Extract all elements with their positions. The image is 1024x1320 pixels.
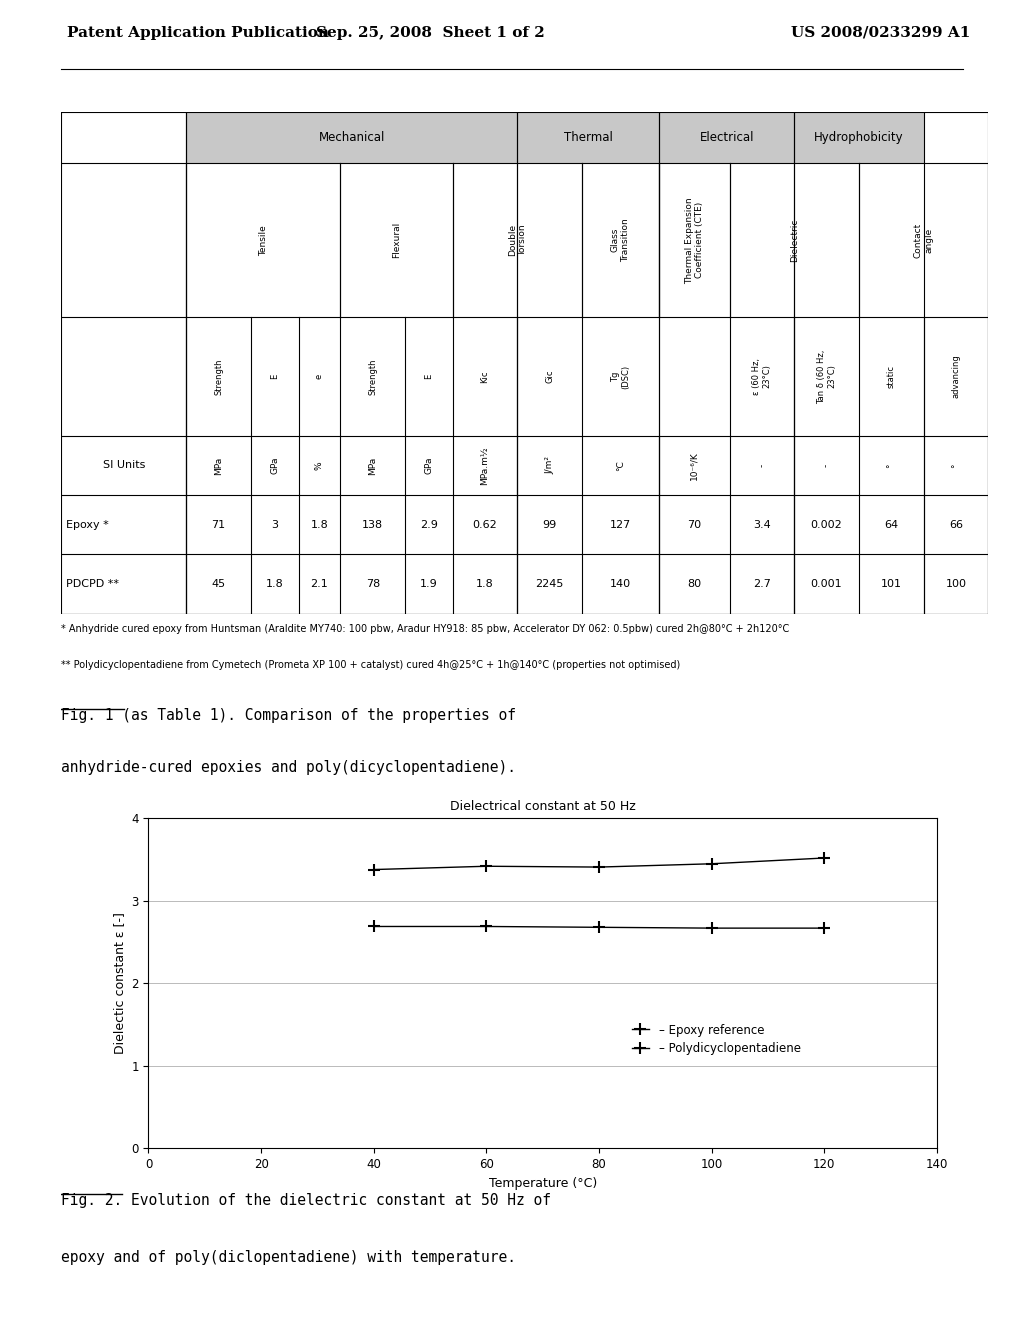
Text: PDCPD **: PDCPD ** [67, 579, 119, 589]
Text: Mechanical: Mechanical [318, 131, 385, 144]
Text: Tan δ (60 Hz,
23°C): Tan δ (60 Hz, 23°C) [817, 350, 837, 404]
Text: Contact
angle: Contact angle [913, 223, 933, 257]
Text: Gic: Gic [545, 370, 554, 383]
Legend: – Epoxy reference, – Polydicyclopentadiene: – Epoxy reference, – Polydicyclopentadie… [627, 1019, 806, 1060]
Text: e: e [315, 374, 324, 379]
Text: anhydride-cured epoxies and poly(dicyclopentadiene).: anhydride-cured epoxies and poly(dicyclo… [61, 760, 516, 775]
Text: GPa: GPa [270, 457, 280, 474]
Text: E: E [270, 374, 280, 379]
Text: US 2008/0233299 A1: US 2008/0233299 A1 [791, 25, 971, 40]
Text: 0.002: 0.002 [811, 520, 843, 529]
Text: °: ° [887, 463, 896, 467]
Text: advancing: advancing [951, 355, 961, 399]
Text: %: % [315, 461, 324, 470]
Text: Kic: Kic [480, 370, 489, 383]
– Polydicyclopentadiene [480, 919, 493, 935]
Title: Dielectrical constant at 50 Hz: Dielectrical constant at 50 Hz [450, 800, 636, 813]
Text: MPa: MPa [214, 457, 223, 475]
Text: * Anhydride cured epoxy from Huntsman (Araldite MY740: 100 pbw, Aradur HY918: 85: * Anhydride cured epoxy from Huntsman (A… [61, 623, 790, 634]
Text: 80: 80 [687, 579, 701, 589]
– Polydicyclopentadiene [368, 919, 380, 935]
Text: 100: 100 [945, 579, 967, 589]
– Epoxy reference [480, 858, 493, 874]
Text: 3.4: 3.4 [753, 520, 771, 529]
Text: 10⁻⁶/K: 10⁻⁶/K [690, 451, 698, 480]
Text: 64: 64 [884, 520, 898, 529]
Text: Tensile: Tensile [259, 224, 268, 256]
Line: – Epoxy reference: – Epoxy reference [369, 853, 829, 875]
– Epoxy reference [818, 850, 830, 866]
Bar [517, 112, 659, 164]
Text: 0.62: 0.62 [473, 520, 498, 529]
Text: epoxy and of poly(diclopentadiene) with temperature.: epoxy and of poly(diclopentadiene) with … [61, 1250, 516, 1266]
Text: Thermal Expansion
Coefficient (CTE): Thermal Expansion Coefficient (CTE) [685, 197, 705, 284]
Text: Hydrophobicity: Hydrophobicity [814, 131, 903, 144]
Text: E: E [425, 374, 433, 379]
Text: Dielectric: Dielectric [790, 219, 799, 261]
Text: Strength: Strength [214, 358, 223, 395]
Text: 2.7: 2.7 [753, 579, 771, 589]
Bar [186, 112, 517, 164]
– Polydicyclopentadiene [818, 920, 830, 936]
Text: Fig. 1 (as Table 1). Comparison of the properties of: Fig. 1 (as Table 1). Comparison of the p… [61, 708, 516, 722]
Text: 138: 138 [362, 520, 383, 529]
– Epoxy reference [593, 859, 605, 875]
Text: Fig. 2. Evolution of the dielectric constant at 50 Hz of: Fig. 2. Evolution of the dielectric cons… [61, 1193, 552, 1208]
– Polydicyclopentadiene [706, 920, 718, 936]
Text: °: ° [951, 463, 961, 467]
Text: ε (60 Hz,
23°C): ε (60 Hz, 23°C) [753, 358, 771, 395]
Text: 0.001: 0.001 [811, 579, 843, 589]
Text: Thermal: Thermal [564, 131, 612, 144]
Text: Double
Torsion: Double Torsion [508, 224, 527, 256]
Text: 99: 99 [543, 520, 557, 529]
Text: MPa.m½: MPa.m½ [480, 446, 489, 484]
Line: – Polydicyclopentadiene: – Polydicyclopentadiene [369, 921, 829, 933]
Text: Flexural: Flexural [392, 222, 401, 259]
Text: 2245: 2245 [536, 579, 564, 589]
Text: 1.9: 1.9 [420, 579, 438, 589]
Text: -: - [758, 463, 766, 467]
– Epoxy reference [706, 855, 718, 871]
Text: Patent Application Publication: Patent Application Publication [67, 25, 329, 40]
Text: Strength: Strength [369, 358, 377, 395]
Text: static: static [887, 366, 896, 388]
Text: J/m²: J/m² [545, 457, 554, 474]
Text: GPa: GPa [425, 457, 433, 474]
X-axis label: Temperature (°C): Temperature (°C) [488, 1176, 597, 1189]
Text: 1.8: 1.8 [310, 520, 329, 529]
Text: 3: 3 [271, 520, 279, 529]
Bar [795, 112, 924, 164]
Text: Tg
(DSC): Tg (DSC) [611, 364, 631, 388]
Text: 1.8: 1.8 [476, 579, 494, 589]
Y-axis label: Dielectic constant ε [-]: Dielectic constant ε [-] [113, 912, 126, 1055]
Text: 2.1: 2.1 [310, 579, 329, 589]
Text: SI Units: SI Units [102, 461, 145, 470]
Text: Electrical: Electrical [699, 131, 754, 144]
Text: Sep. 25, 2008  Sheet 1 of 2: Sep. 25, 2008 Sheet 1 of 2 [315, 25, 545, 40]
Text: 66: 66 [949, 520, 963, 529]
Text: 127: 127 [610, 520, 631, 529]
Bar [659, 112, 795, 164]
Text: 2.9: 2.9 [420, 520, 438, 529]
Text: -: - [822, 463, 831, 467]
Text: 70: 70 [687, 520, 701, 529]
Text: MPa: MPa [369, 457, 377, 475]
Text: °C: °C [616, 461, 625, 471]
Text: 78: 78 [366, 579, 380, 589]
– Polydicyclopentadiene [593, 919, 605, 935]
Text: Epoxy *: Epoxy * [67, 520, 109, 529]
Text: 1.8: 1.8 [266, 579, 284, 589]
Text: ** Polydicyclopentadiene from Cymetech (Prometa XP 100 + catalyst) cured 4h@25°C: ** Polydicyclopentadiene from Cymetech (… [61, 660, 681, 671]
Text: Glass
Transition: Glass Transition [611, 218, 631, 263]
Text: 71: 71 [212, 520, 225, 529]
Text: 101: 101 [881, 579, 902, 589]
– Epoxy reference [368, 862, 380, 878]
Text: 45: 45 [212, 579, 225, 589]
Text: 140: 140 [610, 579, 631, 589]
